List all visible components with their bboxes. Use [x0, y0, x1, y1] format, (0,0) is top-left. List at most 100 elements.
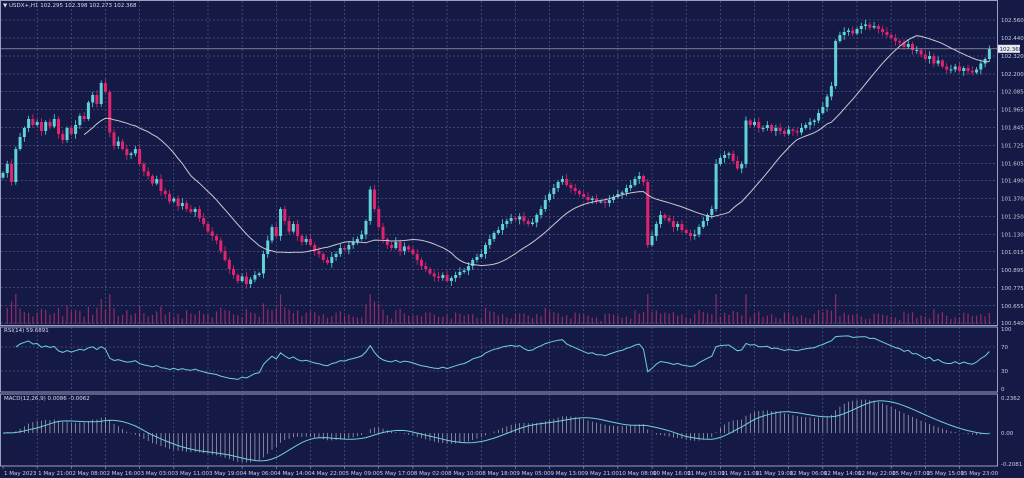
candle [556, 180, 560, 192]
price-tick-label: 101.845 [1001, 125, 1024, 131]
candle-body [14, 149, 18, 182]
candle [99, 80, 103, 107]
candle-body [210, 231, 214, 236]
candle-body [970, 71, 974, 73]
candle-body [633, 179, 637, 185]
candle [966, 64, 970, 75]
candle [624, 184, 628, 197]
candle [35, 119, 39, 127]
candle [612, 194, 616, 203]
candle-body [458, 272, 462, 275]
candle-body [249, 279, 253, 284]
candle-body [57, 119, 61, 134]
candle-body [731, 153, 735, 161]
candle-body [799, 128, 803, 133]
candle [223, 246, 227, 262]
candle [1, 171, 5, 180]
candle-body [646, 182, 650, 245]
candle [782, 128, 786, 137]
candle [718, 155, 722, 166]
candle-body [189, 209, 193, 212]
candle [902, 39, 906, 50]
candle [667, 214, 671, 223]
time-label: 11 May 19:00 [756, 471, 794, 477]
candle-body [650, 236, 654, 245]
candle-body [718, 158, 722, 164]
candle [261, 250, 265, 279]
candle [458, 267, 462, 278]
candle [560, 175, 564, 185]
price-tick-label: 102.085 [1001, 89, 1024, 95]
candle-body [215, 236, 218, 241]
price-tick-label: 102.200 [1001, 72, 1024, 78]
candle [676, 221, 680, 231]
candle-body [197, 209, 201, 218]
candle [163, 188, 167, 198]
candle-body [466, 266, 470, 271]
candle-body [283, 209, 287, 221]
time-label: 4 May 14:00 [277, 471, 312, 477]
price-tick-label: 101.130 [1001, 233, 1024, 239]
candle-body [945, 66, 949, 70]
candle-body [18, 137, 22, 149]
candle-body [919, 50, 923, 55]
candle [244, 271, 248, 289]
candle-body [334, 254, 338, 257]
candle [116, 136, 120, 149]
candle-body [706, 215, 710, 221]
candle-body [155, 179, 159, 184]
candle [57, 116, 61, 139]
candle-body [372, 189, 376, 209]
candle [372, 184, 376, 212]
macd-pane-border [0, 393, 998, 467]
candle-body [330, 257, 334, 263]
candle-body [488, 239, 492, 245]
candle-body [838, 35, 842, 41]
candle [180, 198, 184, 210]
candle-body [82, 116, 86, 119]
time-label: 10 May 08:00 [619, 471, 657, 477]
candle [308, 234, 312, 247]
candle [189, 204, 193, 214]
candle-body [744, 120, 748, 164]
candle-body [727, 153, 731, 155]
collapse-triangle-icon[interactable]: ▼ [3, 3, 8, 9]
candle [462, 267, 466, 274]
candle-body [928, 56, 932, 59]
candle [970, 66, 974, 76]
candle [723, 150, 727, 163]
candle-body [556, 182, 560, 188]
candle [906, 39, 910, 49]
candle-body [274, 227, 278, 236]
candle [172, 196, 176, 204]
candle-body [505, 221, 509, 224]
symbol-label: USDX+,H1 [8, 3, 39, 9]
candle-body [22, 128, 26, 137]
candle-body [872, 26, 876, 28]
time-label: 8 May 10:00 [448, 471, 483, 477]
candle-body [227, 260, 231, 269]
time-label: 8 May 18:00 [482, 471, 517, 477]
candle [846, 27, 850, 36]
candle-body [757, 122, 761, 128]
candle [300, 234, 304, 246]
candle [987, 45, 991, 62]
candle-body [142, 164, 146, 172]
candle-body [735, 161, 739, 169]
candle-body [710, 209, 714, 215]
candle [932, 53, 936, 68]
candle-body [138, 149, 142, 164]
candle-body [932, 56, 936, 64]
candle [347, 241, 351, 255]
candle [219, 237, 223, 254]
candle-body [979, 63, 983, 70]
candle [44, 120, 48, 135]
candle-body [180, 203, 184, 206]
candle [829, 81, 833, 101]
time-label: 11 May 03:00 [687, 471, 725, 477]
candle [74, 120, 78, 139]
candle [232, 264, 236, 279]
candle-body [680, 224, 684, 230]
candle [385, 237, 389, 249]
